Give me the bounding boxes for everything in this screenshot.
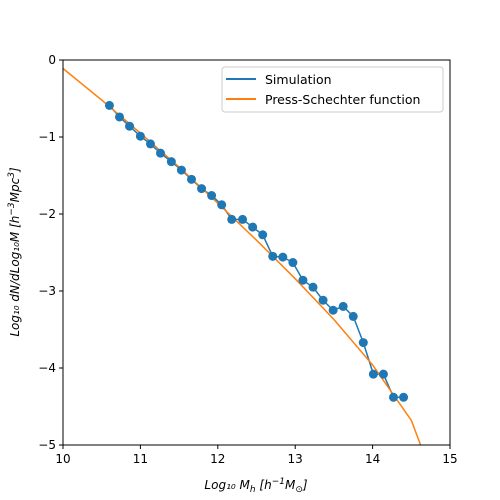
ticks-layer: 10 11 12 13 14 15 0 −1 −2 −3 −4 −5: [38, 53, 457, 466]
x-tick-label: 15: [442, 452, 457, 466]
simulation-point: [207, 191, 217, 201]
simulation-point: [145, 139, 155, 149]
simulation-point: [288, 258, 298, 268]
x-axis-label: Log₁₀ Mh [h−1M⊙]: [204, 477, 307, 495]
y-tick-label: −1: [38, 130, 56, 144]
simulation-point: [278, 252, 288, 262]
simulation-point: [217, 200, 227, 210]
simulation-point: [308, 282, 318, 292]
simulation-point: [156, 148, 166, 158]
series-layer: [63, 67, 422, 445]
simulation-point: [358, 338, 368, 348]
simulation-point: [227, 214, 237, 224]
simulation-point: [115, 112, 125, 122]
simulation-point: [186, 174, 196, 184]
legend: Simulation Press-Schechter function: [221, 66, 444, 113]
plot-frame: [62, 59, 451, 446]
simulation-point: [348, 311, 358, 321]
y-tick-label: −5: [38, 438, 56, 452]
x-tick-label: 11: [133, 452, 148, 466]
y-tick-label: −3: [38, 284, 56, 298]
x-tick-label: 13: [288, 452, 303, 466]
simulation-point: [378, 369, 388, 379]
simulation-point: [104, 100, 114, 110]
press-schechter-line: [63, 67, 422, 445]
simulation-point: [238, 214, 248, 224]
x-tick-label: 10: [55, 452, 70, 466]
y-tick-label: 0: [48, 53, 56, 67]
simulation-point: [258, 230, 268, 240]
simulation-point: [268, 251, 278, 261]
simulation-point: [176, 165, 186, 175]
simulation-point: [248, 222, 258, 232]
legend-box: [221, 66, 444, 113]
simulation-point: [197, 184, 207, 194]
simulation-point: [298, 275, 308, 285]
simulation-point: [328, 305, 338, 315]
x-tick-label: 12: [210, 452, 225, 466]
simulation-point: [135, 131, 145, 141]
legend-label-simulation: Simulation: [265, 72, 332, 87]
y-tick-label: −2: [38, 207, 56, 221]
simulation-point: [368, 369, 378, 379]
simulation-point: [338, 301, 348, 311]
simulation-point: [388, 392, 398, 402]
x-tick-label: 14: [365, 452, 380, 466]
simulation-point: [166, 157, 176, 167]
legend-label-press-schechter: Press-Schechter function: [265, 92, 420, 107]
y-axis-label: Log₁₀ dN/dLog₁₀M [h−3Mpc3]: [7, 167, 22, 337]
simulation-point: [125, 121, 135, 131]
simulation-point: [318, 295, 328, 305]
simulation-point: [399, 392, 409, 402]
y-tick-label: −4: [38, 361, 56, 375]
